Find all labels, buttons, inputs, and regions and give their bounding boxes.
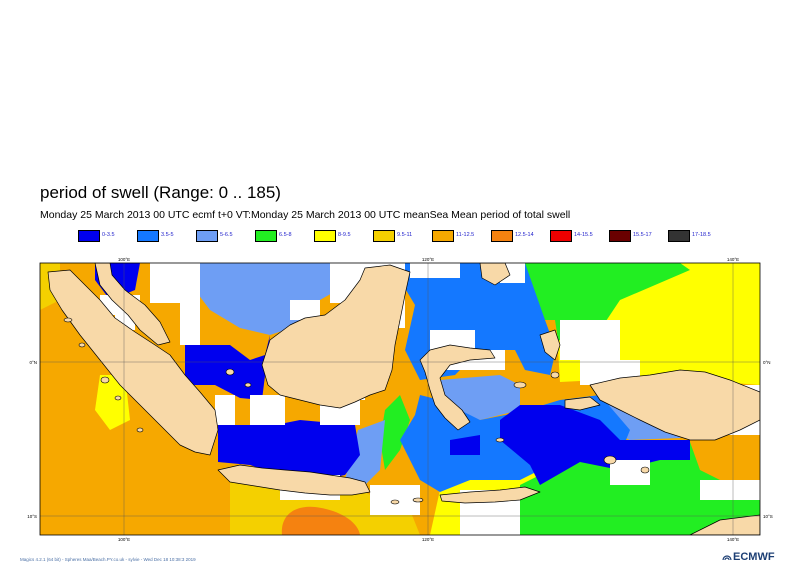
ecmwf-logo-text: ECMWF xyxy=(733,551,775,563)
small-islands xyxy=(63,317,650,505)
land-halmahera xyxy=(539,329,561,361)
tick-left-0n: 0°N xyxy=(29,360,37,365)
footer-credit: Magics 4.2.1 (64 bit) - Spheres Maa/Beac… xyxy=(20,557,196,562)
land-australia xyxy=(689,514,760,535)
legend-label: 12.5-14 xyxy=(515,232,534,238)
page-title: period of swell (Range: 0 .. 185) xyxy=(40,183,281,202)
legend-swatch xyxy=(137,230,159,242)
legend-label: 11-12.5 xyxy=(456,232,475,238)
field-8-9.5 xyxy=(95,375,130,430)
map-fields xyxy=(40,263,760,535)
field-0-3.5 xyxy=(500,405,690,485)
legend-swatch xyxy=(550,230,572,242)
legend-swatch xyxy=(491,230,513,242)
land-new-guinea xyxy=(589,369,760,441)
legend-swatch xyxy=(255,230,277,242)
tick-bottom-100e: 100°E xyxy=(118,537,130,542)
land-java xyxy=(217,464,371,496)
tick-bottom-120e: 120°E xyxy=(422,537,434,542)
legend-label: 8-9.5 xyxy=(338,232,351,238)
land-borneo xyxy=(261,264,411,409)
land-masses xyxy=(47,263,760,535)
field-5-6.5 xyxy=(195,263,355,335)
tick-right-0n: 0°N xyxy=(763,360,771,365)
ecmwf-logo-icon xyxy=(722,555,732,561)
tick-left-10s: 10°S xyxy=(27,514,37,519)
land-lesser-sunda xyxy=(439,486,541,504)
legend-label: 14-15.5 xyxy=(574,232,593,238)
tick-top-120e: 120°E xyxy=(422,257,434,262)
legend-swatch xyxy=(373,230,395,242)
tick-top-140e: 140°E xyxy=(727,257,739,262)
tick-right-10s: 10°S xyxy=(763,514,773,519)
graticule xyxy=(40,263,760,535)
tick-top-100e: 100°E xyxy=(118,257,130,262)
field-6.5-8 xyxy=(520,440,760,535)
map-frame xyxy=(39,262,761,536)
legend-label: 0-3.5 xyxy=(102,232,115,238)
legend-swatch xyxy=(609,230,631,242)
field-12.5-14 xyxy=(281,506,360,535)
legend-label: 5-6.5 xyxy=(220,232,233,238)
legend-label: 9.5-11 xyxy=(397,232,413,238)
field-0-3.5 xyxy=(450,435,480,455)
legend-label: 3.5-5 xyxy=(161,232,174,238)
field-6.5-8 xyxy=(380,395,410,470)
field-0-3.5 xyxy=(218,420,360,480)
ecmwf-logo: ECMWF xyxy=(722,551,775,563)
land-malay-peninsula xyxy=(94,263,171,346)
legend-label: 17-18.5 xyxy=(692,232,711,238)
land-seram xyxy=(564,396,601,411)
legend-label: 6.5-8 xyxy=(279,232,292,238)
legend-swatch xyxy=(314,230,336,242)
land-sumatra xyxy=(47,269,219,456)
legend-swatch xyxy=(432,230,454,242)
field-5-6.5 xyxy=(345,420,385,490)
legend-label: 15.5-17 xyxy=(633,232,652,238)
legend-swatch xyxy=(668,230,690,242)
legend-swatch xyxy=(196,230,218,242)
legend-swatch xyxy=(78,230,100,242)
page-subtitle: Monday 25 March 2013 00 UTC ecmf t+0 VT:… xyxy=(40,209,571,221)
tick-bottom-140e: 140°E xyxy=(727,537,739,542)
land-mindanao xyxy=(479,263,511,286)
land-sulawesi xyxy=(419,344,496,431)
